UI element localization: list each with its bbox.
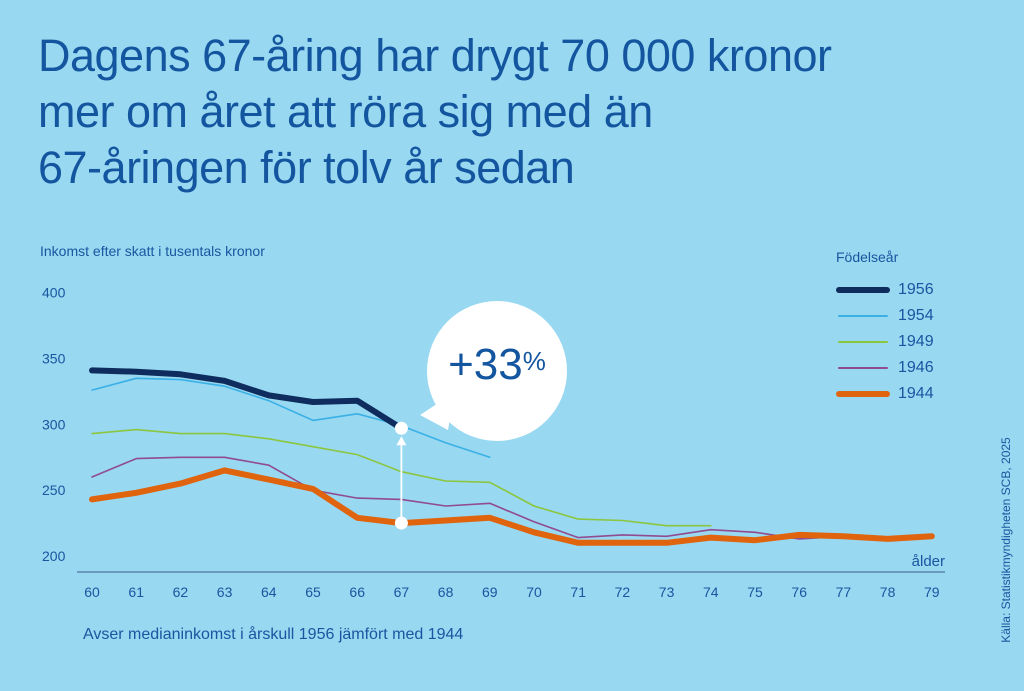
x-tick-label: 64 bbox=[261, 584, 277, 600]
x-tick-label: 74 bbox=[703, 584, 719, 600]
x-tick-label: 62 bbox=[173, 584, 189, 600]
legend-swatch bbox=[838, 367, 888, 369]
legend-swatch bbox=[836, 391, 890, 397]
x-tick-label: 71 bbox=[570, 584, 586, 600]
x-tick-label: 75 bbox=[747, 584, 763, 600]
x-tick-label: 63 bbox=[217, 584, 233, 600]
legend-label: 1956 bbox=[898, 281, 934, 298]
x-tick-label: 70 bbox=[526, 584, 542, 600]
x-tick-label: 60 bbox=[84, 584, 100, 600]
x-tick-label: 78 bbox=[880, 584, 896, 600]
x-tick-label: 79 bbox=[924, 584, 940, 600]
title-line-1: Dagens 67-åring har drygt 70 000 kronor bbox=[38, 30, 832, 81]
y-tick-label: 250 bbox=[42, 482, 66, 498]
x-tick-label: 67 bbox=[394, 584, 410, 600]
change-annotation bbox=[394, 301, 567, 530]
y-axis-label: Inkomst efter skatt i tusentals kronor bbox=[40, 243, 265, 259]
x-tick-label: 73 bbox=[659, 584, 675, 600]
x-ticks: 60 61 62 63 64 65 66 67 68 69 70 71 72 73 74 75 76 77 78 79 bbox=[84, 584, 940, 600]
source-note: Källa: Statistikmyndigheten SCB, 2025 bbox=[999, 437, 1013, 643]
legend-item-1946: 1946 bbox=[836, 355, 956, 381]
legend-item-1944: 1944 bbox=[836, 381, 956, 407]
legend-item-1949: 1949 bbox=[836, 329, 956, 355]
series-line-1946 bbox=[91, 456, 845, 540]
footnote: Avser medianinkomst i årskull 1956 jämfö… bbox=[83, 626, 464, 643]
arrow-head bbox=[396, 436, 407, 446]
legend-label: 1954 bbox=[898, 307, 934, 324]
series-line-1944 bbox=[89, 467, 935, 546]
y-tick-label: 400 bbox=[42, 285, 66, 301]
x-tick-label: 69 bbox=[482, 584, 498, 600]
legend-swatch bbox=[838, 341, 888, 343]
title-line-3: 67-åringen för tolv år sedan bbox=[38, 142, 575, 193]
title-line-2: mer om året att röra sig med än bbox=[38, 86, 653, 137]
legend-swatch bbox=[838, 315, 888, 317]
x-tick-label: 76 bbox=[791, 584, 807, 600]
y-tick-label: 350 bbox=[42, 351, 66, 367]
legend: 1956 1954 1949 1946 1944 bbox=[836, 277, 956, 407]
legend-swatch bbox=[836, 287, 890, 293]
legend-label: 1946 bbox=[898, 359, 934, 376]
callout-label: +33% bbox=[427, 340, 567, 390]
chart-title: Dagens 67-åring har drygt 70 000 kronor … bbox=[38, 28, 938, 196]
y-tick-label: 300 bbox=[42, 416, 66, 432]
marker-dot-1944 bbox=[394, 516, 408, 530]
legend-label: 1949 bbox=[898, 333, 934, 350]
series-line-1956 bbox=[89, 367, 405, 432]
legend-label: 1944 bbox=[898, 385, 934, 402]
callout-unit: % bbox=[522, 346, 546, 376]
callout-value: +33 bbox=[448, 340, 523, 389]
x-tick-label: 68 bbox=[438, 584, 454, 600]
legend-item-1956: 1956 bbox=[836, 277, 956, 303]
series-line-1954 bbox=[91, 377, 491, 459]
y-ticks: 400 350 300 250 200 bbox=[42, 285, 66, 564]
x-axis-label: ålder bbox=[912, 553, 945, 570]
legend-item-1954: 1954 bbox=[836, 303, 956, 329]
legend-title: Födelseår bbox=[836, 249, 899, 265]
y-tick-label: 200 bbox=[42, 548, 66, 564]
marker-dot-1956 bbox=[394, 421, 408, 435]
x-tick-label: 72 bbox=[615, 584, 631, 600]
x-tick-label: 66 bbox=[349, 584, 365, 600]
x-tick-label: 77 bbox=[836, 584, 852, 600]
x-tick-label: 65 bbox=[305, 584, 321, 600]
x-tick-label: 61 bbox=[128, 584, 144, 600]
callout-bubble bbox=[427, 301, 567, 441]
